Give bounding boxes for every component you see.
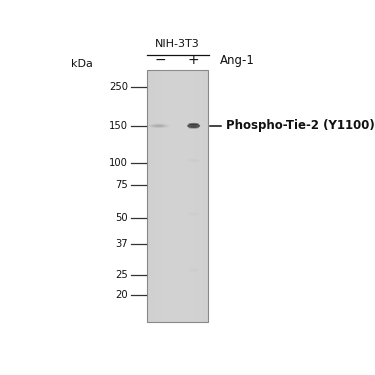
Bar — [174, 69, 176, 322]
Text: −: − — [154, 53, 166, 67]
Text: 75: 75 — [116, 180, 128, 190]
Bar — [147, 69, 149, 322]
Ellipse shape — [154, 125, 164, 127]
Ellipse shape — [188, 212, 199, 216]
Bar — [149, 69, 151, 322]
Bar — [147, 69, 208, 322]
Bar — [184, 69, 186, 322]
Text: 37: 37 — [116, 239, 128, 249]
Ellipse shape — [188, 123, 199, 125]
Ellipse shape — [188, 159, 200, 162]
Bar — [182, 69, 184, 322]
Bar — [170, 69, 171, 322]
Ellipse shape — [148, 124, 169, 128]
Bar — [171, 69, 174, 322]
Text: 100: 100 — [110, 158, 128, 168]
Text: 50: 50 — [116, 213, 128, 223]
Text: kDa: kDa — [71, 59, 93, 69]
Bar — [155, 69, 158, 322]
Bar — [151, 69, 153, 322]
Ellipse shape — [152, 124, 166, 128]
Bar — [161, 69, 164, 322]
Bar — [168, 69, 170, 322]
Bar — [158, 69, 159, 322]
Text: 25: 25 — [116, 270, 128, 279]
Bar — [194, 69, 196, 322]
Ellipse shape — [188, 126, 199, 129]
Bar — [204, 69, 206, 322]
Bar — [159, 69, 161, 322]
Bar — [206, 69, 208, 322]
Bar — [202, 69, 204, 322]
Text: +: + — [188, 53, 200, 67]
Bar — [165, 69, 168, 322]
Bar — [190, 69, 192, 322]
Bar — [188, 69, 190, 322]
Text: NIH-3T3: NIH-3T3 — [155, 39, 200, 50]
Text: 20: 20 — [116, 290, 128, 300]
Bar — [196, 69, 198, 322]
Bar — [198, 69, 200, 322]
Text: Ang-1: Ang-1 — [220, 54, 255, 66]
Text: Phospho-Tie-2 (Y1100): Phospho-Tie-2 (Y1100) — [226, 119, 374, 132]
Ellipse shape — [188, 268, 199, 272]
Bar — [178, 69, 180, 322]
Bar — [176, 69, 178, 322]
Text: 150: 150 — [109, 121, 128, 131]
Bar — [200, 69, 202, 322]
Text: 250: 250 — [109, 82, 128, 92]
Ellipse shape — [187, 124, 200, 128]
Bar — [153, 69, 155, 322]
Bar — [192, 69, 194, 322]
Bar — [186, 69, 188, 322]
Bar — [180, 69, 182, 322]
Bar — [164, 69, 165, 322]
